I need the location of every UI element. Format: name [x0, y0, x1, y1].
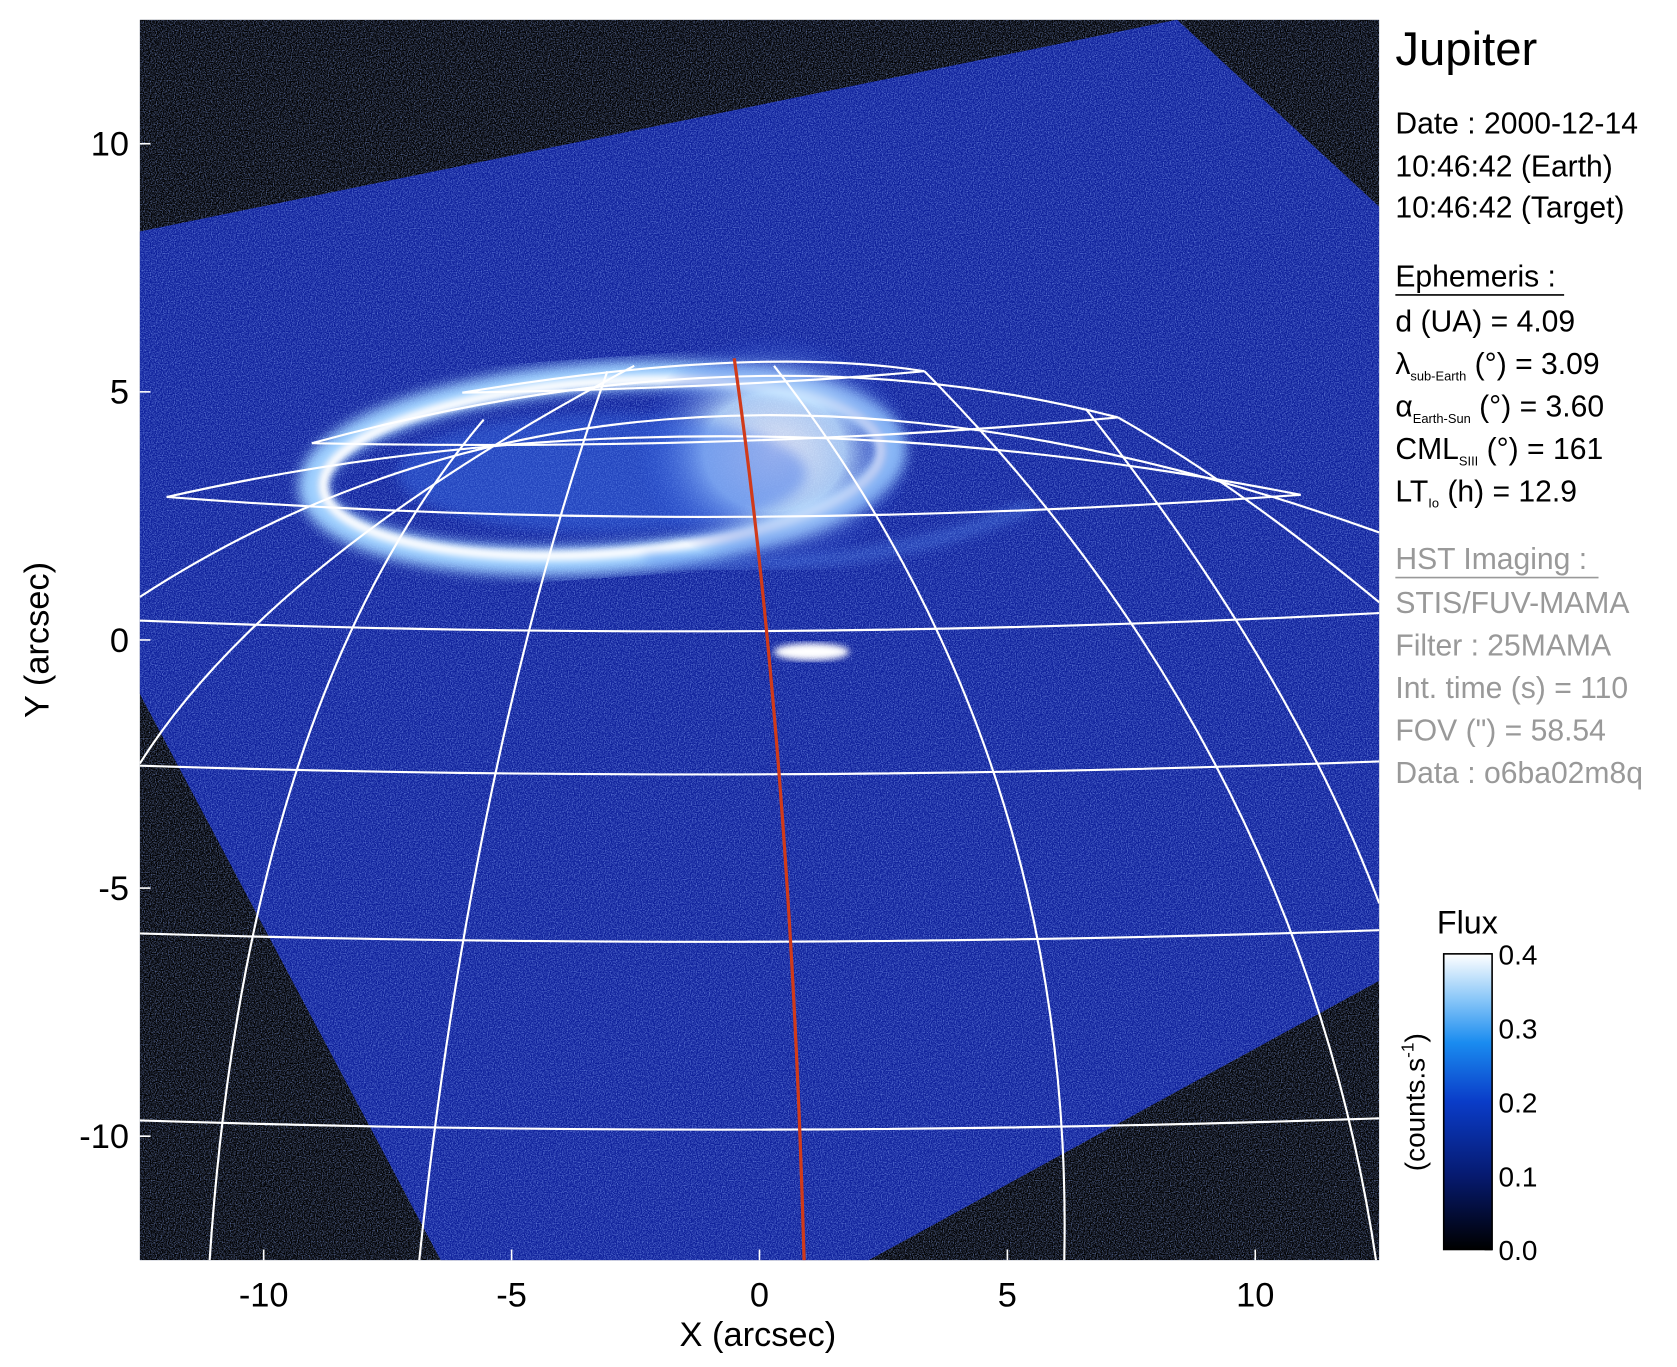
colorbar-tick-label: 0.1 — [1499, 1161, 1538, 1192]
row-name: α — [1395, 390, 1412, 423]
y-axis-title: Y (arcsec) — [18, 562, 56, 718]
row-name: CML — [1395, 433, 1459, 466]
row-name: λ — [1395, 348, 1410, 381]
row-sub: sub-Earth — [1410, 368, 1466, 383]
date-line: Date : 2000-12-14 — [1395, 108, 1638, 141]
x-tick-label: -10 — [239, 1276, 289, 1314]
y-tick-label: 10 — [91, 126, 129, 164]
ephemeris-row: λsub-Earth (°) = 3.09 — [1395, 348, 1599, 383]
x-axis-title: X (arcsec) — [680, 1316, 837, 1354]
unit-part: (counts.s — [1399, 1058, 1430, 1171]
row-rest: (°) = 161 — [1478, 433, 1603, 466]
colorbar-tick-label: 0.0 — [1499, 1235, 1538, 1266]
ephemeris-row: d (UA) = 4.09 — [1395, 305, 1575, 338]
ephemeris-row: αEarth-Sun (°) = 3.60 — [1395, 390, 1604, 425]
x-tick-label: 10 — [1236, 1276, 1274, 1314]
y-tick-label: -5 — [98, 870, 129, 908]
colorbar-tick-label: 0.4 — [1499, 940, 1538, 971]
unit-part: ) — [1399, 1033, 1430, 1042]
x-tick-label: 5 — [998, 1276, 1017, 1314]
row-rest: (h) = 12.9 — [1439, 475, 1577, 508]
info-panel: Date : 2000-12-14 10:46:42 (Earth) 10:46… — [1395, 108, 1643, 790]
colorbar-tick-label: 0.2 — [1499, 1087, 1538, 1118]
row-sub: Io — [1428, 496, 1439, 511]
row-sub: Earth-Sun — [1413, 411, 1471, 426]
colorbar-title: Flux — [1437, 904, 1498, 940]
hst-row: FOV (") = 58.54 — [1395, 714, 1606, 747]
hst-row: STIS/FUV-MAMA — [1395, 587, 1630, 620]
hst-row: Int. time (s) = 110 — [1395, 672, 1628, 705]
hst-row: Filter : 25MAMA — [1395, 630, 1612, 663]
y-tick-label: 0 — [110, 622, 129, 660]
y-tick-label: 5 — [110, 374, 129, 412]
row-name: d (UA) = 4.09 — [1395, 305, 1575, 338]
row-rest: (°) = 3.09 — [1466, 348, 1599, 381]
colorbar-tick-label: 0.3 — [1499, 1014, 1538, 1045]
hst-title: HST Imaging : — [1395, 543, 1587, 576]
row-name: LT — [1395, 475, 1428, 508]
ephemeris-row: CMLSIII (°) = 161 — [1395, 433, 1603, 468]
meridian-line — [732, 358, 806, 1261]
colorbar-unit: (counts.s-1) — [1398, 1033, 1431, 1171]
row-sub: SIII — [1459, 453, 1478, 468]
axes: -10 -5 0 5 10 -10 -5 0 5 10 0.0 0.1 0.2 0.3 0.4 — [79, 126, 1537, 1315]
date-line: 10:46:42 (Earth) — [1395, 151, 1612, 184]
hst-row: Data : o6ba02m8q — [1395, 757, 1643, 790]
date-line: 10:46:42 (Target) — [1395, 191, 1624, 224]
x-tick-label: -5 — [496, 1276, 527, 1314]
y-tick-label: -10 — [79, 1118, 129, 1156]
x-tick-label: 0 — [750, 1276, 769, 1314]
chart-title: Jupiter — [1395, 23, 1537, 76]
detector-noise — [139, 19, 1380, 1261]
row-rest: (°) = 3.60 — [1471, 390, 1604, 423]
ephemeris-row: LTIo (h) = 12.9 — [1395, 475, 1577, 510]
ephemeris-title: Ephemeris : — [1395, 260, 1556, 293]
unit-part: -1 — [1398, 1043, 1418, 1058]
image-panel — [139, 19, 1380, 1261]
colorbar — [1442, 953, 1493, 1251]
planet-grid — [139, 360, 1380, 1261]
